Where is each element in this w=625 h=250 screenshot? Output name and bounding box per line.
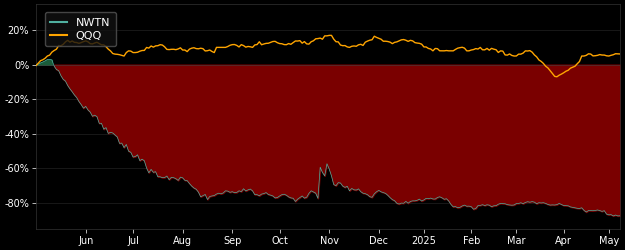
Legend: NWTN, QQQ: NWTN, QQQ [44,12,116,46]
